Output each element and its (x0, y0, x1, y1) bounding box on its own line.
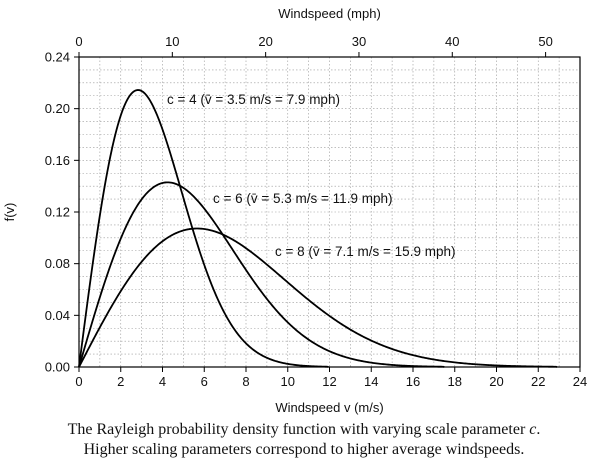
curves (78, 89, 558, 368)
top-tick-label: 10 (165, 34, 179, 49)
x-tick-label: 2 (117, 374, 124, 389)
curve-c8 (78, 227, 558, 368)
x-tick-label: 0 (75, 374, 82, 389)
caption-variable: c (529, 421, 537, 438)
x-tick-label: 16 (406, 374, 420, 389)
x-tick-label: 4 (159, 374, 166, 389)
series-label-c6: c = 6 (v̄ = 5.3 m/s = 11.9 mph) (213, 191, 392, 206)
x-tick-label: 8 (242, 374, 249, 389)
top-tick-label: 20 (258, 34, 272, 49)
series-label-c8: c = 8 (v̄ = 7.1 m/s = 15.9 mph) (275, 244, 455, 259)
x-tick-label: 18 (448, 374, 462, 389)
curve-c4 (78, 89, 329, 368)
x-tick-label: 24 (573, 374, 587, 389)
caption-text: The Rayleigh probability density functio… (67, 421, 530, 438)
x-tick-label: 6 (201, 374, 208, 389)
x-axis-label: Windspeed v (m/s) (275, 400, 383, 415)
y-tick-label: 0.24 (45, 50, 70, 65)
y-tick-label: 0.08 (45, 256, 70, 271)
caption-period: . (536, 421, 541, 438)
annotations: c = 4 (v̄ = 3.5 m/s = 7.9 mph) c = 6 (v̄ … (167, 92, 455, 259)
y-tick-label: 0.20 (45, 101, 70, 116)
axes: 0 2 4 6 8 10 12 14 16 18 20 22 240.000.040.080.120.1… (45, 34, 588, 389)
grid (79, 57, 580, 367)
top-tick-label: 50 (538, 34, 552, 49)
top-tick-label: 30 (352, 34, 366, 49)
caption-line-2: Higher scaling parameters correspond to … (83, 441, 525, 458)
x-tick-label: 14 (364, 374, 378, 389)
top-tick-label: 0 (75, 34, 82, 49)
x-tick-label: 20 (489, 374, 503, 389)
x-tick-label: 12 (322, 374, 336, 389)
y-tick-label: 0.12 (45, 205, 70, 220)
y-tick-label: 0.00 (45, 360, 70, 375)
top-tick-label: 40 (445, 34, 459, 49)
y-tick-label: 0.16 (45, 153, 70, 168)
y-axis-label: f(v) (2, 203, 17, 222)
x-tick-label: 10 (281, 374, 295, 389)
axis-labels: Windspeed v (m/s) Windspeed (mph) f(v) (2, 6, 384, 415)
caption-line-1: The Rayleigh probability density functio… (0, 420, 608, 440)
y-tick-label: 0.04 (45, 308, 70, 323)
curve-c6 (78, 181, 445, 368)
top-axis-label: Windspeed (mph) (278, 6, 381, 21)
series-label-c4: c = 4 (v̄ = 3.5 m/s = 7.9 mph) (167, 92, 340, 107)
x-tick-label: 22 (531, 374, 545, 389)
